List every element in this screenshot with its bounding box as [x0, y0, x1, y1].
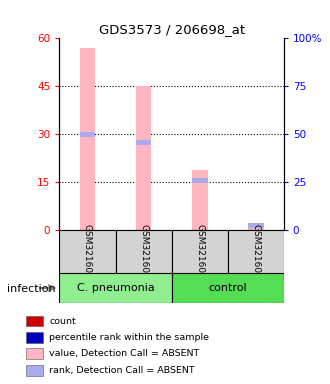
Text: C. pneumonia: C. pneumonia — [77, 283, 154, 293]
Text: rank, Detection Call = ABSENT: rank, Detection Call = ABSENT — [49, 366, 195, 375]
Text: GSM321607: GSM321607 — [83, 224, 92, 279]
Bar — [136, 86, 151, 230]
Bar — [26, 316, 43, 326]
Bar — [59, 273, 172, 303]
Text: GSM321608: GSM321608 — [139, 224, 148, 279]
Bar — [192, 170, 208, 230]
Bar — [59, 230, 116, 273]
Bar — [26, 332, 43, 343]
Text: infection: infection — [7, 284, 55, 294]
Bar — [172, 230, 228, 273]
Text: count: count — [49, 316, 76, 326]
Bar — [115, 230, 172, 273]
Bar — [248, 223, 264, 228]
Title: GDS3573 / 206698_at: GDS3573 / 206698_at — [99, 23, 245, 36]
Text: value, Detection Call = ABSENT: value, Detection Call = ABSENT — [49, 349, 199, 358]
Text: GSM321606: GSM321606 — [251, 224, 260, 279]
Text: percentile rank within the sample: percentile rank within the sample — [49, 333, 209, 342]
Bar — [192, 179, 208, 183]
Bar — [228, 230, 284, 273]
Text: GSM321605: GSM321605 — [195, 224, 204, 279]
Bar — [26, 365, 43, 376]
Text: control: control — [208, 283, 247, 293]
Bar — [136, 140, 151, 145]
Bar — [80, 48, 95, 230]
Bar — [26, 348, 43, 359]
Bar — [248, 227, 264, 230]
Bar — [80, 132, 95, 137]
Bar — [172, 273, 284, 303]
